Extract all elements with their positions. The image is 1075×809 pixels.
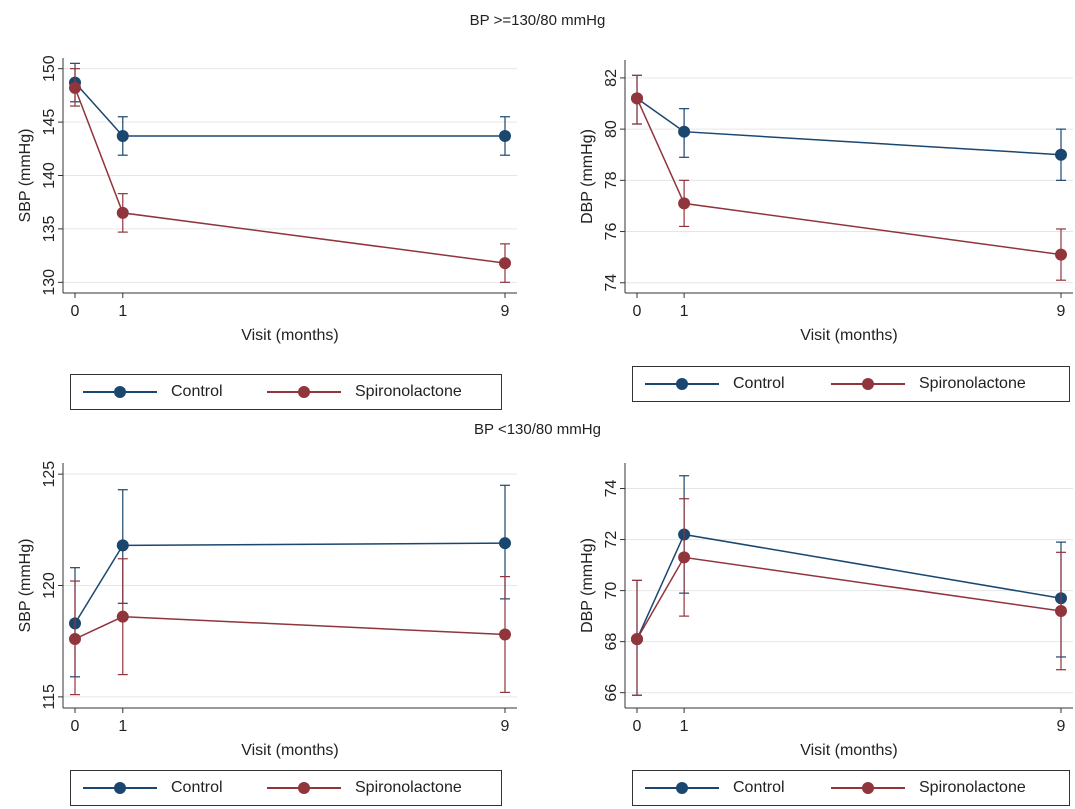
chart-2: 74 76 78 80 82 0 1 9 Visit (months) DBP (mmHg): [579, 60, 1073, 344]
data-point-control: [1055, 148, 1067, 161]
x-tick-label: 0: [71, 718, 80, 735]
series-line-spironolactone: [74, 615, 506, 640]
data-point-spironolactone: [69, 632, 81, 645]
data-point-spironolactone: [1055, 605, 1067, 618]
y-tick-label: 135: [41, 215, 58, 242]
chart-4: 66 68 70 72 74 0 1 9 Visit (months) DBP (mmHg): [579, 463, 1073, 759]
data-point-control: [499, 537, 511, 550]
legend-label-spironolactone: Spironolactone: [919, 375, 1026, 392]
legend-panel-2: Control Spironolactone: [632, 366, 1070, 402]
legend-label-control: Control: [733, 375, 785, 392]
y-tick-label: 78: [603, 171, 620, 189]
legend-swatch-spironolactone: [267, 771, 341, 805]
x-axis-title: Visit (months): [241, 327, 339, 344]
legend-item-spironolactone: Spironolactone: [267, 771, 462, 805]
legend-panel-3: Control Spironolactone: [70, 770, 502, 806]
y-tick-label: 68: [603, 633, 620, 651]
y-tick-label: 70: [603, 582, 620, 600]
data-point-spironolactone: [1055, 248, 1067, 261]
legend-label-control: Control: [171, 779, 223, 796]
y-axis-title: SBP (mmHg): [17, 129, 34, 223]
x-tick-label: 9: [1057, 303, 1066, 320]
data-point-spironolactone: [499, 257, 511, 270]
legend-swatch-spironolactone: [831, 367, 905, 401]
x-axis-title: Visit (months): [800, 742, 898, 759]
legend-panel-4: Control Spironolactone: [632, 770, 1070, 806]
legend-item-control: Control: [83, 771, 223, 805]
x-tick-label: 0: [71, 303, 80, 320]
legend-item-spironolactone: Spironolactone: [831, 367, 1026, 401]
legend-swatch-control: [645, 771, 719, 805]
series-line-control: [636, 97, 1062, 156]
data-point-spironolactone: [678, 197, 691, 210]
x-axis-title: Visit (months): [800, 327, 898, 344]
data-point-spironolactone: [69, 81, 81, 94]
y-tick-label: 82: [603, 69, 620, 87]
data-point-control: [116, 539, 129, 552]
chart-1: 130 135 140 145 150 0 1 9 Visit (months) SBP (mmH…: [17, 55, 517, 344]
y-tick-label: 74: [603, 274, 620, 292]
y-tick-label: 125: [41, 461, 58, 488]
legend-swatch-control: [83, 771, 157, 805]
y-tick-label: 76: [603, 223, 620, 241]
legend-swatch-spironolactone: [831, 771, 905, 805]
section-title-high-bp: BP >=130/80 mmHg: [469, 12, 606, 29]
data-point-spironolactone: [678, 551, 691, 564]
data-point-control: [678, 125, 691, 138]
y-tick-label: 145: [41, 109, 58, 136]
data-point-spironolactone: [499, 628, 511, 641]
legend-label-control: Control: [733, 779, 785, 796]
data-point-control: [116, 129, 129, 142]
y-tick-label: 140: [41, 162, 58, 189]
legend-swatch-control: [645, 367, 719, 401]
y-tick-label: 120: [41, 572, 58, 599]
x-tick-label: 1: [118, 303, 127, 320]
y-tick-label: 130: [41, 269, 58, 296]
y-axis-title: DBP (mmHg): [579, 129, 596, 224]
legend-item-control: Control: [645, 367, 785, 401]
legend-item-control: Control: [83, 375, 223, 409]
y-tick-label: 72: [603, 531, 620, 549]
data-point-spironolactone: [631, 633, 643, 646]
y-tick-label: 74: [603, 480, 620, 498]
x-tick-label: 9: [1057, 718, 1066, 735]
section-title-low-bp: BP <130/80 mmHg: [474, 421, 601, 438]
legend-item-control: Control: [645, 771, 785, 805]
data-point-spironolactone: [116, 206, 129, 219]
x-tick-label: 0: [633, 718, 642, 735]
x-tick-label: 9: [501, 303, 510, 320]
x-tick-label: 1: [680, 718, 689, 735]
series-line-control: [74, 82, 505, 137]
series-line-spironolactone: [636, 556, 1062, 640]
y-tick-label: 150: [41, 55, 58, 82]
x-axis-title: Visit (months): [241, 742, 339, 759]
legend-label-control: Control: [171, 383, 223, 400]
y-tick-label: 66: [603, 684, 620, 702]
y-axis-title: DBP (mmHg): [579, 538, 596, 633]
legend-swatch-control: [83, 375, 157, 409]
y-axis-title: SBP (mmHg): [17, 539, 34, 633]
series-line-control: [636, 533, 1062, 640]
y-tick-label: 80: [603, 120, 620, 138]
data-point-spironolactone: [631, 92, 643, 105]
chart-3: 115 120 125 0 1 9 Visit (months) SBP (mmHg): [17, 461, 517, 759]
legend-label-spironolactone: Spironolactone: [919, 779, 1026, 796]
legend-swatch-spironolactone: [267, 375, 341, 409]
x-tick-label: 0: [633, 303, 642, 320]
x-tick-label: 1: [680, 303, 689, 320]
legend-item-spironolactone: Spironolactone: [267, 375, 462, 409]
x-tick-label: 9: [501, 718, 510, 735]
legend-label-spironolactone: Spironolactone: [355, 779, 462, 796]
legend-item-spironolactone: Spironolactone: [831, 771, 1026, 805]
legend-label-spironolactone: Spironolactone: [355, 383, 462, 400]
data-point-control: [499, 129, 511, 142]
legend-panel-1: Control Spironolactone: [70, 374, 502, 410]
series-line-control: [74, 542, 506, 624]
x-tick-label: 1: [118, 718, 127, 735]
data-point-spironolactone: [116, 610, 129, 623]
y-tick-label: 115: [41, 684, 58, 710]
